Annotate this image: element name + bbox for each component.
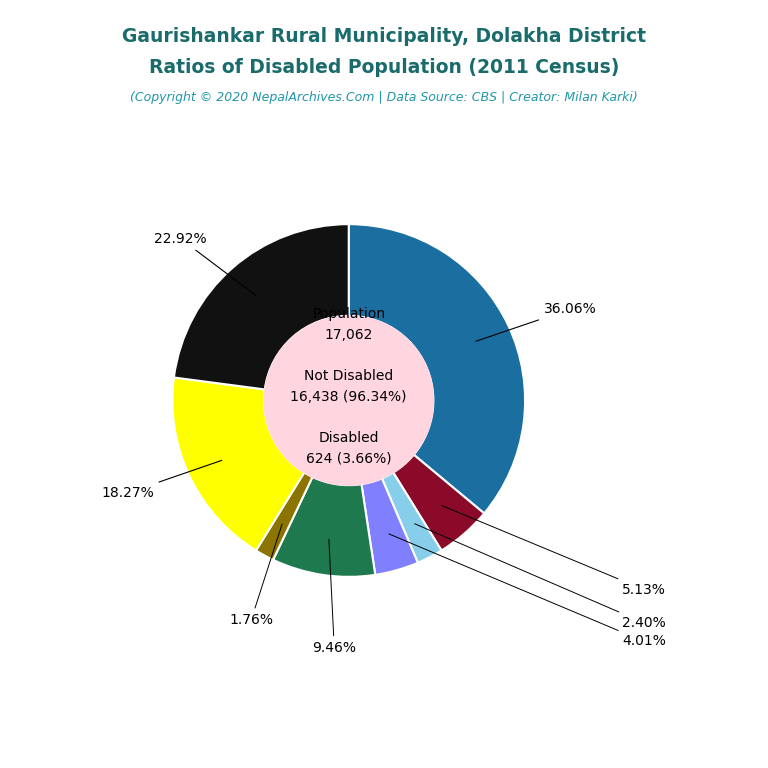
Text: 2.40%: 2.40% <box>415 524 666 630</box>
Wedge shape <box>349 224 525 513</box>
Wedge shape <box>362 478 418 574</box>
Text: 4.01%: 4.01% <box>389 534 666 648</box>
Text: 1.76%: 1.76% <box>229 524 282 627</box>
Text: (Copyright © 2020 NepalArchives.Com | Data Source: CBS | Creator: Milan Karki): (Copyright © 2020 NepalArchives.Com | Da… <box>130 91 638 104</box>
Text: Gaurishankar Rural Municipality, Dolakha District: Gaurishankar Rural Municipality, Dolakha… <box>122 27 646 46</box>
Text: 5.13%: 5.13% <box>442 505 666 597</box>
Wedge shape <box>382 472 442 563</box>
Wedge shape <box>256 472 313 560</box>
Text: 9.46%: 9.46% <box>313 539 356 655</box>
Circle shape <box>264 316 433 485</box>
Text: 22.92%: 22.92% <box>154 232 256 296</box>
Text: 18.27%: 18.27% <box>101 460 222 500</box>
Wedge shape <box>174 224 349 389</box>
Wedge shape <box>172 378 304 551</box>
Wedge shape <box>273 477 376 577</box>
Text: 36.06%: 36.06% <box>476 303 596 341</box>
Text: Population
17,062

Not Disabled
16,438 (96.34%)

Disabled
624 (3.66%): Population 17,062 Not Disabled 16,438 (9… <box>290 307 407 465</box>
Text: Ratios of Disabled Population (2011 Census): Ratios of Disabled Population (2011 Cens… <box>149 58 619 77</box>
Wedge shape <box>393 455 484 551</box>
